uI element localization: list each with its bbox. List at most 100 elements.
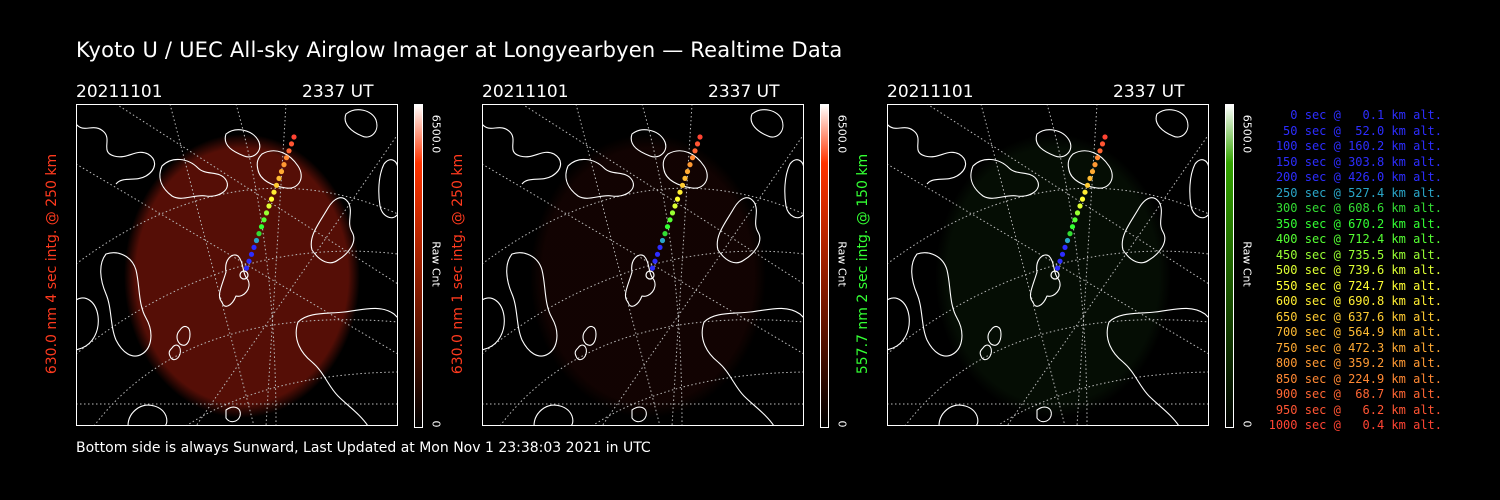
coastline [887, 104, 967, 185]
coastline [344, 109, 378, 138]
station-marker [645, 270, 655, 280]
trajectory-point [682, 175, 688, 181]
legend-item: 850 sec @ 224.9 km alt. [1268, 371, 1442, 386]
trajectory-point [253, 237, 260, 244]
coastline [630, 129, 667, 158]
trajectory-point [692, 148, 698, 154]
coastline [662, 150, 708, 189]
coastline [987, 325, 1002, 346]
trajectory-point [261, 217, 267, 223]
page-title: Kyoto U / UEC All-sky Airglow Imager at … [76, 38, 843, 62]
trajectory-point [286, 148, 292, 154]
coastline [1155, 109, 1189, 138]
coastline [224, 129, 261, 158]
colorbar-max-label: 6500.0 [1240, 114, 1254, 154]
coastline [624, 254, 656, 307]
trajectory-point [664, 224, 671, 230]
trajectory-point [1074, 210, 1081, 216]
panel-date: 20211101 [482, 82, 569, 102]
grid-line [887, 250, 1209, 355]
colorbar [414, 104, 423, 428]
allsky-map [887, 104, 1209, 426]
legend-item: 800 sec @ 359.2 km alt. [1268, 356, 1442, 370]
trajectory-point [1077, 203, 1083, 209]
trajectory-point [657, 244, 663, 250]
colorbar [820, 104, 829, 428]
imager-panel: 20211101 2337 UT 630.0 nm 1 sec intg. @ 25… [450, 82, 854, 432]
panel-date: 20211101 [887, 82, 974, 102]
coastline [295, 307, 398, 426]
grid-line [93, 319, 398, 426]
trajectory-point [1062, 244, 1068, 250]
coastline [76, 104, 156, 185]
station-marker [1050, 270, 1060, 280]
coastline [1067, 150, 1113, 189]
coastline [750, 109, 784, 138]
grid-line [671, 104, 693, 426]
colorbar-unit-label: Raw Cnt [429, 241, 443, 287]
coastline [76, 297, 99, 351]
trajectory-point [288, 141, 295, 147]
trajectory-point [243, 265, 250, 271]
coastline [887, 297, 910, 351]
trajectory-point [278, 168, 285, 175]
trajectory-point [1079, 196, 1086, 202]
panel-filter-label: 630.0 nm 1 sec intg. @ 250 km [450, 153, 466, 375]
panel-time: 2337 UT [708, 82, 780, 102]
panel-time: 2337 UT [302, 82, 374, 102]
panel-date: 20211101 [76, 82, 163, 102]
trajectory-point [276, 175, 282, 181]
coastline [482, 297, 505, 351]
trajectory-point [273, 182, 280, 188]
station-marker [239, 270, 249, 280]
trajectory-point [266, 203, 272, 209]
legend-item: 550 sec @ 724.7 km alt. [1268, 278, 1442, 293]
imager-panel: 20211101 2337 UT 630.0 nm 4 sec intg. @ 25… [44, 82, 448, 432]
coastline [716, 197, 761, 264]
colorbar-min-label: 0 [1240, 420, 1254, 428]
legend-item: 0 sec @ 0.1 km alt. [1268, 108, 1442, 122]
trajectory-point [283, 155, 290, 161]
colorbar-max-label: 6500.0 [835, 114, 849, 154]
panel-filter-label: 630.0 nm 4 sec intg. @ 250 km [44, 153, 60, 375]
legend-item: 900 sec @ 68.7 km alt. [1268, 387, 1442, 401]
trajectory-point [1067, 231, 1073, 237]
map-frame [482, 104, 804, 426]
legend-item: 750 sec @ 472.3 km alt. [1268, 340, 1442, 355]
footer-status: Bottom side is always Sunward, Last Upda… [76, 440, 651, 456]
coastline [159, 158, 228, 199]
trajectory-point [694, 141, 701, 147]
grid-line [980, 104, 1066, 426]
legend-item: 300 sec @ 608.6 km alt. [1268, 201, 1442, 215]
coastline [1035, 129, 1072, 158]
panel-filter-label: 557.7 nm 2 sec intg. @ 150 km [855, 153, 871, 375]
map-frame [887, 104, 1209, 426]
trajectory-point [1057, 258, 1063, 264]
grid-line [265, 104, 287, 426]
coastline [310, 197, 355, 264]
legend-item: 100 sec @ 160.2 km alt. [1268, 139, 1442, 153]
trajectory-point [1084, 182, 1091, 188]
trajectory-point [281, 162, 287, 168]
trajectory-point [1092, 162, 1098, 168]
trajectory-point [1102, 134, 1108, 140]
legend-item: 500 sec @ 739.6 km alt. [1268, 263, 1442, 277]
grid-line [575, 104, 661, 426]
trajectory-point [652, 258, 658, 264]
legend-item: 250 sec @ 527.4 km alt. [1268, 185, 1442, 200]
trajectory-point [662, 231, 668, 237]
trajectory-point [672, 203, 678, 209]
colorbar-min-label: 0 [835, 420, 849, 428]
colorbar-max-label: 6500.0 [429, 114, 443, 154]
legend-item: 700 sec @ 564.9 km alt. [1268, 325, 1442, 339]
trajectory-point [248, 251, 255, 257]
coastline [256, 150, 302, 189]
coastline [506, 252, 558, 357]
coastline [565, 158, 634, 199]
allsky-map [76, 104, 398, 426]
legend-item: 350 sec @ 670.2 km alt. [1268, 216, 1442, 231]
coastline [100, 252, 152, 357]
trajectory-point [268, 196, 275, 202]
trajectory-point [1069, 224, 1076, 230]
trajectory-point [1099, 141, 1106, 147]
